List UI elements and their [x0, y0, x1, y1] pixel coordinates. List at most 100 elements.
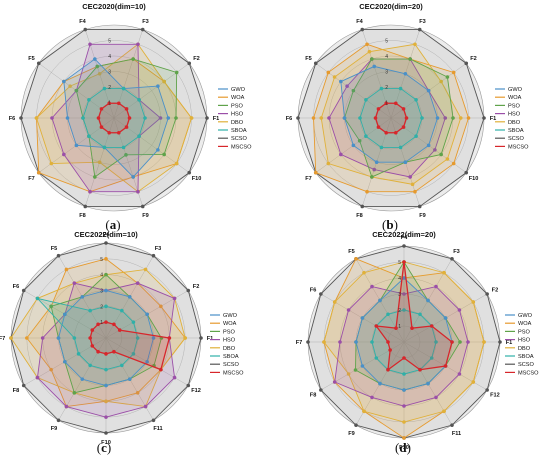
legend-entry-mscso: MSCSO	[231, 144, 252, 150]
axis-label-f2: F2	[193, 56, 200, 62]
data-point-mscso-f11	[112, 349, 116, 354]
data-point-scso-f12	[186, 383, 191, 388]
data-point-sboa-f6	[358, 116, 362, 120]
data-point-hso-f2	[457, 308, 462, 312]
data-point-pso-f2	[445, 75, 450, 79]
data-point-gwo-f2	[443, 316, 448, 320]
axis-label-f5: F5	[305, 56, 312, 62]
series-line-mscso	[374, 102, 408, 134]
data-point-dbo-f10	[104, 399, 108, 404]
data-point-mscso-f3	[410, 326, 414, 330]
data-point-mscso-f6	[90, 328, 95, 332]
data-point-gwo-f5	[339, 79, 343, 84]
data-point-scso-f3	[151, 253, 156, 258]
data-point-hso-f8	[35, 375, 40, 380]
radar-panel-a: 1 2 3 4 5 F1 F2 F3 F4 F5 F6 F7 F8 F9 F10 CEC2020(dim=10…	[9, 2, 252, 232]
data-point-sboa-f2	[137, 97, 141, 102]
data-point-pso-f5	[351, 88, 356, 93]
data-point-dbo-f11	[442, 409, 446, 414]
axis-label-f7: F7	[305, 176, 312, 182]
data-point-pso-f10	[439, 152, 443, 157]
radial-tick-label: 2	[398, 308, 401, 314]
data-point-scso-f2	[485, 292, 489, 296]
data-point-hso-f4	[88, 42, 92, 47]
data-point-sboa-f3	[398, 86, 403, 91]
data-point-mscso-f12	[443, 364, 448, 368]
radial-tick-label: 5	[385, 39, 388, 45]
data-point-sboa-f12	[131, 352, 136, 356]
data-point-scso-f2	[187, 61, 192, 66]
legend-entry-sboa: SBOA	[518, 354, 534, 360]
data-point-woa-f7	[36, 170, 41, 175]
radar-panel-d: 1 2 3 4 5 F1 F2 F3 F4 F5 F6 F7 F8 F9 F10 F11 F12 CEC2022(…	[296, 230, 539, 455]
data-point-gwo-f7	[354, 340, 358, 344]
data-point-mscso-f8	[107, 130, 112, 135]
data-point-pso-f1	[458, 340, 462, 344]
axis-label-f5: F5	[51, 246, 58, 252]
data-point-pso-f10	[162, 152, 166, 157]
data-point-gwo-f2	[426, 88, 431, 93]
data-point-sboa-f8	[374, 356, 379, 360]
data-point-dbo-f6	[332, 300, 337, 304]
radial-tick-label: 4	[385, 54, 388, 60]
data-point-mscso-f8	[388, 348, 392, 352]
data-point-sboa-f10	[137, 134, 141, 139]
data-point-mscso-f7	[386, 340, 390, 344]
data-point-scso-f3	[450, 257, 454, 261]
legend-entry-gwo: GWO	[223, 313, 238, 319]
data-point-gwo-f9	[131, 175, 135, 179]
data-point-hso-f8	[332, 380, 337, 384]
data-point-dbo-f3	[143, 267, 148, 272]
data-point-gwo-f9	[80, 377, 85, 381]
legend-entry-dbo: DBO	[508, 120, 521, 126]
axis-label-f9: F9	[419, 213, 426, 219]
data-point-scso-f6	[296, 116, 300, 120]
data-point-hso-f2	[172, 296, 177, 301]
data-point-mscso-f6	[374, 324, 379, 328]
data-point-mscso-f2	[117, 328, 122, 332]
data-point-hso-f11	[143, 404, 148, 409]
data-point-sboa-f5	[364, 97, 368, 102]
data-point-scso-f8	[319, 388, 323, 392]
data-point-scso-f5	[36, 61, 41, 66]
data-point-scso-f4	[104, 241, 108, 245]
data-point-gwo-f12	[145, 359, 149, 364]
data-point-dbo-f6	[319, 116, 324, 120]
radial-tick-label: 4	[108, 54, 111, 60]
data-point-scso-f4	[83, 27, 88, 32]
data-point-gwo-f7	[351, 143, 356, 148]
data-point-gwo-f1	[166, 116, 171, 120]
data-point-mscso-f4	[104, 320, 108, 324]
data-point-mscso-f7	[99, 125, 104, 129]
data-point-scso-f6	[319, 292, 323, 296]
data-point-scso-f8	[360, 204, 365, 209]
data-point-scso-f6	[19, 116, 23, 120]
data-point-mscso-f2	[429, 324, 434, 328]
axis-label-f4: F4	[103, 232, 110, 238]
data-point-woa-f7	[25, 336, 29, 340]
radial-tick-label: 3	[385, 70, 388, 76]
data-point-hso-f9	[64, 404, 69, 409]
data-point-hso-f10	[402, 404, 406, 408]
data-point-pso-f2	[174, 70, 179, 75]
data-point-scso-f3	[417, 27, 422, 32]
data-point-gwo-f4	[93, 57, 97, 61]
legend-entry-scso: SCSO	[518, 362, 535, 368]
data-point-mscso-f2	[401, 107, 406, 111]
data-point-gwo-f4	[372, 64, 377, 69]
data-point-mscso-f4	[402, 260, 406, 264]
data-point-mscso-f3	[112, 322, 116, 327]
data-point-mscso-f11	[418, 367, 422, 372]
data-point-hso-f11	[434, 395, 438, 400]
data-point-hso-f12	[172, 375, 177, 380]
data-point-scso-f6	[21, 288, 26, 293]
data-point-dbo-f10	[174, 161, 179, 166]
data-point-mscso-f4	[107, 101, 112, 106]
data-point-hso-f3	[135, 281, 140, 285]
data-point-gwo-f11	[426, 381, 430, 386]
data-point-scso-f2	[186, 288, 191, 293]
data-point-sboa-f6	[35, 296, 40, 301]
data-point-woa-f8	[49, 367, 53, 372]
legend-entry-woa: WOA	[223, 321, 237, 327]
data-point-gwo-f2	[156, 84, 160, 88]
